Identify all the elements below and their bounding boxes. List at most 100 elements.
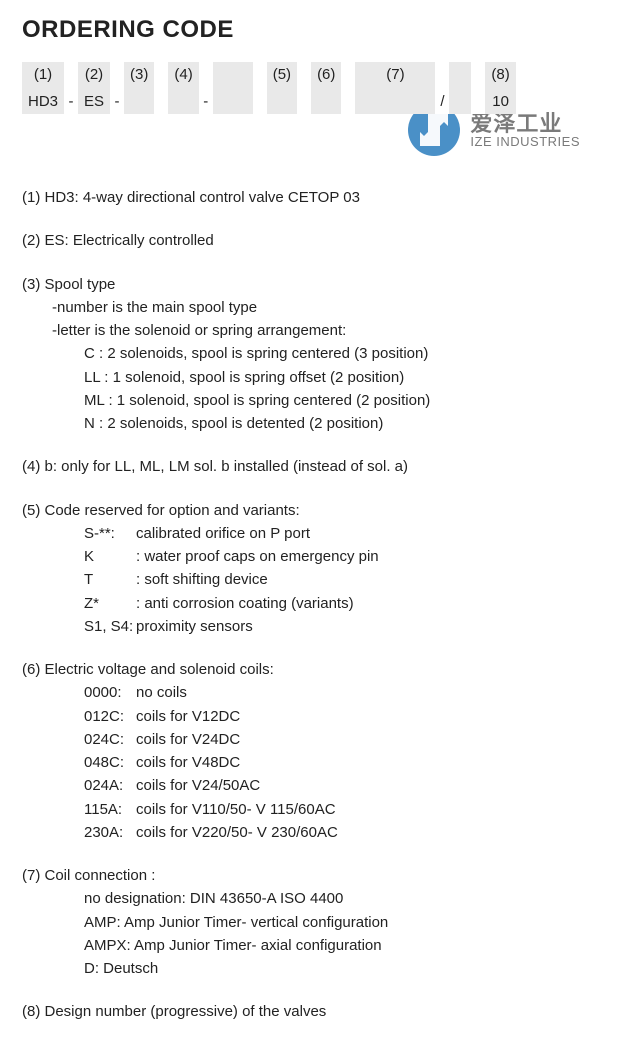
section-8-text: (8) Design number (progressive) of the v… (22, 1000, 620, 1023)
section-7-item: no designation: DIN 43650-A ISO 4400 (22, 887, 620, 910)
logo-text-en: IZE INDUSTRIES (470, 135, 580, 149)
sep (64, 62, 78, 87)
val-3 (124, 87, 154, 114)
sep (253, 62, 267, 87)
code-key: S-**: (84, 522, 136, 545)
val-6 (311, 87, 341, 114)
section-3-a3: ML : 1 solenoid, spool is spring centere… (22, 389, 620, 412)
section-3-a4: N : 2 solenoids, spool is detented (2 po… (22, 412, 620, 435)
section-5-item: K : water proof caps on emergency pin (22, 545, 620, 568)
code-key: 048C: (84, 751, 136, 774)
code-key: 024C: (84, 728, 136, 751)
val-2: ES (78, 87, 110, 114)
section-4-text: (4) b: only for LL, ML, LM sol. b instal… (22, 455, 620, 478)
section-6-item: 024A: coils for V24/50AC (22, 774, 620, 797)
sep-dash: - (64, 87, 78, 114)
sep (297, 87, 311, 114)
section-2: (2) ES: Electrically controlled (22, 229, 620, 252)
sep-dash: - (110, 87, 124, 114)
section-6: (6) Electric voltage and solenoid coils:… (22, 658, 620, 844)
code-val: coils for V24DC (136, 728, 240, 751)
section-3-a2: LL : 1 solenoid, spool is spring offset … (22, 366, 620, 389)
section-5-item: S-**: calibrated orifice on P port (22, 522, 620, 545)
val-blank (449, 87, 471, 114)
description-sections: (1) HD3: 4-way directional control valve… (22, 186, 620, 1024)
sep (253, 87, 267, 114)
code-val: : anti corrosion coating (variants) (136, 592, 354, 615)
code-key: 115A: (84, 798, 136, 821)
code-key: K (84, 545, 136, 568)
code-val: proximity sensors (136, 615, 253, 638)
code-val: coils for V220/50- V 230/60AC (136, 821, 338, 844)
section-8: (8) Design number (progressive) of the v… (22, 1000, 620, 1023)
hdr-blank (449, 62, 471, 87)
section-1: (1) HD3: 4-way directional control valve… (22, 186, 620, 209)
page-title: ORDERING CODE (22, 16, 620, 44)
section-5-head: (5) Code reserved for option and variant… (22, 499, 620, 522)
section-7-item: D: Deutsch (22, 957, 620, 980)
sep (341, 87, 355, 114)
code-key: 0000: (84, 681, 136, 704)
sep (341, 62, 355, 87)
section-6-item: 115A: coils for V110/50- V 115/60AC (22, 798, 620, 821)
sep (435, 62, 449, 87)
section-4: (4) b: only for LL, ML, LM sol. b instal… (22, 455, 620, 478)
section-3-a1: C : 2 solenoids, spool is spring centere… (22, 342, 620, 365)
section-3-l2: -letter is the solenoid or spring arrang… (22, 319, 620, 342)
code-val: coils for V110/50- V 115/60AC (136, 798, 336, 821)
section-5: (5) Code reserved for option and variant… (22, 499, 620, 639)
section-7-item: AMP: Amp Junior Timer- vertical configur… (22, 911, 620, 934)
val-1: HD3 (22, 87, 64, 114)
hdr-8: (8) (485, 62, 515, 87)
hdr-blank (213, 62, 253, 87)
code-val: coils for V48DC (136, 751, 240, 774)
code-key: 230A: (84, 821, 136, 844)
sep (110, 62, 124, 87)
section-6-item: 024C: coils for V24DC (22, 728, 620, 751)
section-3: (3) Spool type -number is the main spool… (22, 273, 620, 436)
code-key: Z* (84, 592, 136, 615)
ordering-code-table: (1) (2) (3) (4) (5) (6) (7) (8) HD3 - ES… (22, 62, 516, 114)
hdr-6: (6) (311, 62, 341, 87)
sep (154, 62, 168, 87)
sep (471, 62, 485, 87)
hdr-5: (5) (267, 62, 297, 87)
section-6-item: 230A: coils for V220/50- V 230/60AC (22, 821, 620, 844)
code-key: 012C: (84, 705, 136, 728)
section-1-text: (1) HD3: 4-way directional control valve… (22, 186, 620, 209)
section-5-item: Z* : anti corrosion coating (variants) (22, 592, 620, 615)
sep (154, 87, 168, 114)
section-7: (7) Coil connection : no designation: DI… (22, 864, 620, 980)
code-val: calibrated orifice on P port (136, 522, 310, 545)
code-val: coils for V24/50AC (136, 774, 260, 797)
sep (471, 87, 485, 114)
sep-slash: / (435, 87, 449, 114)
code-val: : soft shifting device (136, 568, 268, 591)
section-6-item: 012C: coils for V12DC (22, 705, 620, 728)
section-3-head: (3) Spool type (22, 273, 620, 296)
section-6-item: 0000: no coils (22, 681, 620, 704)
hdr-3: (3) (124, 62, 154, 87)
hdr-4: (4) (168, 62, 198, 87)
code-val: no coils (136, 681, 187, 704)
section-7-head: (7) Coil connection : (22, 864, 620, 887)
sep (199, 62, 213, 87)
section-5-item: T : soft shifting device (22, 568, 620, 591)
code-key: T (84, 568, 136, 591)
code-key: S1, S4: (84, 615, 136, 638)
hdr-7: (7) (355, 62, 435, 87)
section-6-item: 048C: coils for V48DC (22, 751, 620, 774)
sep (297, 62, 311, 87)
code-val: coils for V12DC (136, 705, 240, 728)
val-5 (267, 87, 297, 114)
code-key: 024A: (84, 774, 136, 797)
section-5-item: S1, S4: proximity sensors (22, 615, 620, 638)
val-blank (213, 87, 253, 114)
code-val: : water proof caps on emergency pin (136, 545, 379, 568)
section-3-l1: -number is the main spool type (22, 296, 620, 319)
val-8: 10 (485, 87, 515, 114)
hdr-1: (1) (22, 62, 64, 87)
section-7-item: AMPX: Amp Junior Timer- axial configurat… (22, 934, 620, 957)
section-6-head: (6) Electric voltage and solenoid coils: (22, 658, 620, 681)
val-7 (355, 87, 435, 114)
